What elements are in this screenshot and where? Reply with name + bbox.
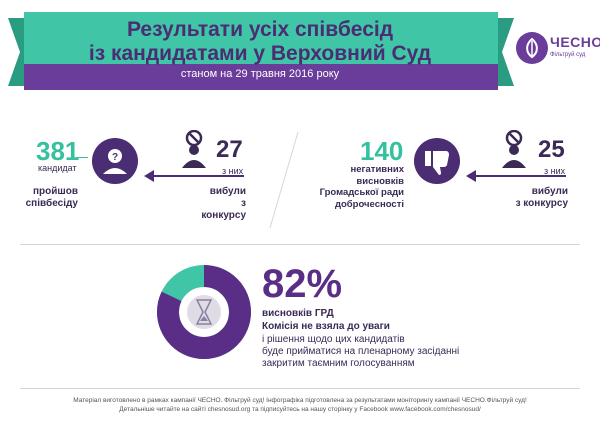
title-banner [8,12,514,90]
footer-note: Матеріал виготовлено в рамках кампанії Ч… [73,397,527,413]
section-divider [20,244,580,245]
percentage-donut [157,265,251,359]
banner-date-strip [24,64,498,90]
page-subtitle: станом на 29 травня 2016 року [180,68,340,80]
left-out-count: 27 [216,136,243,163]
left-out-label: з них [222,166,244,176]
person-blocked-icon [180,129,208,170]
right-out-label: з них [544,166,566,176]
right-arrow-line [470,175,566,177]
negative-conclusions-count: 140 [360,136,404,166]
percent-caption-1: висновків ГРД [262,308,334,319]
negative-conclusions-caption: негативних висновків Громадської ради до… [319,164,404,210]
left-out-caption: вибули з конкурсу [201,186,246,221]
candidate-question-icon: ? [92,138,138,184]
page-title: Результати усіх співбесід із кандидатами… [88,18,432,65]
left-arrow-line [148,175,244,177]
person-blocked-icon [500,129,528,170]
logo-icon [516,32,548,64]
banner-body [24,12,498,66]
footer-divider [20,388,580,389]
candidates-caption: пройшов співбесіду [25,186,78,209]
svg-text:?: ? [112,152,118,163]
percent-caption-rest: і рішення щодо цих кандидатів буде прийм… [262,334,460,369]
hourglass-icon [187,295,221,329]
percent-value: 82% [262,262,343,306]
teal-connector [76,157,88,158]
donut-arc-82 [157,265,251,359]
arrow-left-icon [466,170,476,182]
thumbs-down-icon [414,138,460,184]
arrow-left-icon [144,170,154,182]
candidates-label: кандидат [38,163,77,173]
diagonal-divider [269,131,299,229]
logo-name: ЧЕСНО [550,34,600,50]
logo-tagline: Фільтруй суд [550,52,586,58]
percent-caption-2: Комісія не взяла до уваги [262,321,390,332]
right-out-caption: вибули з конкурсу [515,186,568,209]
candidates-count: 381 [36,136,80,166]
right-out-count: 25 [538,136,565,163]
